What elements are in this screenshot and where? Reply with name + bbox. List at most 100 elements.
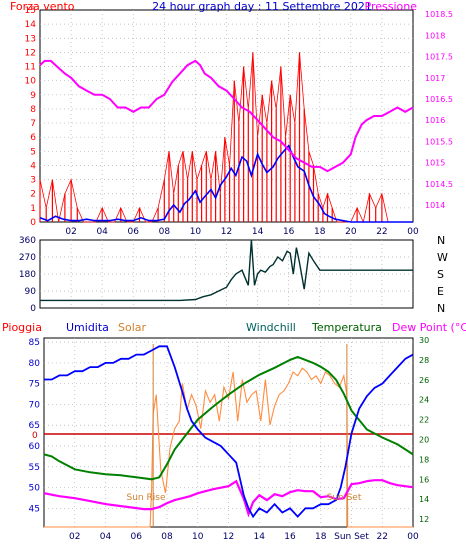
temperature-tick-label: 12 [419,515,429,524]
wind-gust-line [39,52,413,224]
pressure-tick-label: 1018 [425,31,445,40]
x-tick-label: 04 [100,532,112,542]
x-tick-label: 10 [192,532,204,542]
temperature-tick-label: 26 [419,376,429,385]
wind-gust-bars [39,52,383,222]
x-tick-label: 12 [221,227,232,237]
humidity-tick-label: 70 [29,400,41,410]
compass-label: E [437,285,444,298]
wind-speed-tick-label: 15 [25,6,36,16]
zero-line-label: 0 [32,431,38,441]
legend-solar: Solar [118,321,147,334]
legend-umidita: Umidita [66,321,109,334]
humidity-tick-label: 75 [29,380,40,390]
humidity-tick-label: 50 [29,484,41,494]
humidity-line [44,345,414,519]
x-tick-label: 10 [190,227,202,237]
x-tick-label: Sun Set [334,532,369,542]
humidity-tick-label: 80 [29,359,41,369]
temperature-tick-label: 22 [419,416,429,425]
direction-tick-label: 180 [19,270,36,280]
x-tick-label: 16 [284,532,296,542]
wind-speed-axis-title: Forza vento [10,0,75,13]
direction-tick-label: 90 [25,287,37,297]
temperature-line [43,355,414,481]
compass-label: S [437,268,444,281]
x-tick-label: 16 [283,227,295,237]
x-tick-label: 02 [65,227,76,237]
x-tick-label: 22 [376,227,387,237]
direction-tick-label: 0 [30,304,36,314]
wind-speed-tick-label: 2 [30,190,36,200]
wind-speed-tick-label: 0 [30,218,36,228]
pressure-tick-label: 1017.5 [425,53,453,62]
wind-speed-tick-label: 4 [30,161,36,171]
compass-label: W [437,251,448,264]
temperature-tick-label: 28 [419,356,429,365]
x-tick-label: 14 [254,532,266,542]
wind-speed-tick-label: 5 [30,147,36,157]
wind-speed-tick-label: 3 [30,176,36,186]
wind-speed-tick-label: 7 [30,119,36,129]
wind-speed-tick-label: 14 [25,20,37,30]
sun-rise-label: Sun Rise [127,493,166,503]
temperature-tick-label: 14 [419,495,429,504]
wind-speed-tick-label: 8 [30,105,36,115]
humidity-tick-label: 85 [29,338,40,348]
x-tick-label: 02 [69,532,80,542]
wind-speed-tick-label: 11 [25,63,36,73]
pressure-tick-label: 1016 [425,116,445,125]
temperature-tick-label: 20 [419,435,429,444]
temperature-tick-label: 16 [419,475,429,484]
x-tick-label: 22 [377,532,388,542]
wind-average-line [39,144,413,223]
pressure-tick-label: 1017 [425,74,445,83]
direction-tick-label: 360 [19,236,36,246]
humidity-tick-label: 65 [29,421,40,431]
dew-point-line [43,479,414,518]
legend-dew-point: Dew Point (°C) [392,321,466,334]
x-tick-label: 14 [252,227,264,237]
wind-direction-line [40,239,413,302]
pressure-tick-label: 1015.5 [425,137,453,146]
wind-speed-tick-label: 9 [30,91,36,101]
x-tick-label: 00 [407,532,419,542]
solar-line [44,367,413,528]
humidity-tick-label: 60 [29,442,41,452]
x-tick-label: 00 [407,227,419,237]
wind-speed-tick-label: 12 [25,48,36,58]
sun-set-label: Sun Set [327,493,362,503]
pressure-tick-label: 1016.5 [425,95,453,104]
humidity-tick-label: 45 [29,504,40,514]
temperature-tick-label: 30 [419,336,429,345]
legend-windchill: Windchill [246,321,296,334]
compass-label: N [437,302,445,315]
wind-direction-plot-area [39,239,414,309]
wind-speed-tick-label: 13 [25,34,36,44]
compass-label: N [437,234,445,247]
pressure-tick-label: 1014.5 [425,180,453,189]
pressure-axis-title: Pressione [365,0,418,13]
legend-temperatura: Temperatura [311,321,382,334]
wind-speed-tick-label: 6 [30,133,36,143]
x-tick-label: 06 [128,227,140,237]
wind-speed-tick-label: 1 [30,204,36,214]
humidity-tick-label: 55 [29,463,40,473]
x-tick-label: 18 [314,227,326,237]
x-tick-label: 04 [96,227,108,237]
chart-title: 24 hour graph day : 11 Settembre 2021 [152,0,372,13]
pressure-line [39,59,414,173]
temperature-tick-label: 18 [419,455,429,464]
x-tick-label: 06 [131,532,143,542]
pressure-tick-label: 1018.5 [425,10,453,19]
x-tick-label: 18 [315,532,327,542]
wind-speed-tick-label: 10 [25,77,37,87]
temperature-tick-label: 24 [419,396,429,405]
pressure-tick-label: 1015 [425,159,445,168]
pressure-tick-label: 1014 [425,201,445,210]
x-tick-label: 08 [159,227,171,237]
legend-pioggia: Pioggia [2,321,42,334]
x-tick-label: 20 [345,227,357,237]
direction-tick-label: 270 [19,253,36,263]
